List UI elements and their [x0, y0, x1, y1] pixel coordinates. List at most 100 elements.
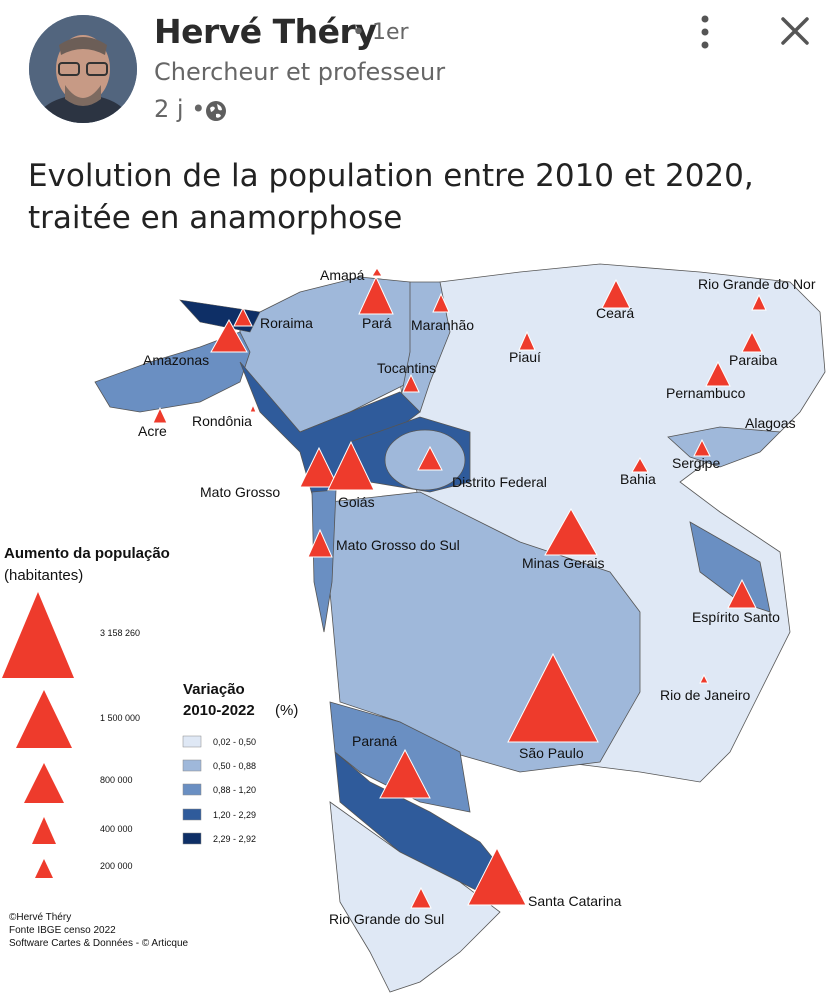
triangle-bahia: [631, 456, 649, 473]
legend-triangle-4: [32, 817, 56, 844]
color-swatch-5: [182, 832, 202, 845]
color-swatch-3: [182, 783, 202, 796]
color-swatch-2: [182, 759, 202, 772]
region-rio-grande-do-sul: [329, 801, 501, 993]
post-time: 2 j •: [154, 95, 206, 123]
label-minas-gerais: Minas Gerais: [522, 555, 604, 571]
label-piaui: Piauí: [509, 349, 541, 365]
triangle-rondonia: [249, 403, 257, 413]
triangle-sao-paulo: [507, 652, 599, 743]
post-text: Evolution de la population entre 2010 et…: [28, 158, 754, 236]
credit-line-1: ©Hervé Théry: [9, 912, 71, 923]
triangle-rgn: [751, 293, 767, 311]
color-legend-label-4: 1,20 - 2,29: [213, 810, 256, 820]
color-swatch-1: [182, 735, 202, 748]
color-legend-label-2: 0,50 - 0,88: [213, 761, 256, 771]
label-bahia: Bahia: [620, 471, 656, 487]
triangle-amapa: [371, 267, 383, 277]
post-header: Hervé Théry • 1er Chercheur et professeu…: [0, 0, 828, 150]
legend-triangle-3: [24, 763, 64, 803]
triangle-rio-de-janeiro: [699, 673, 709, 684]
triangle-piaui: [518, 330, 536, 351]
size-legend-subtitle: (habitantes): [4, 567, 83, 584]
triangle-mato-grosso-do-sul: [307, 528, 333, 558]
label-goias: Goiás: [338, 494, 375, 510]
color-legend-unit: (%): [275, 702, 298, 719]
triangle-espirito-santo: [727, 578, 757, 609]
population-symbols: [152, 267, 767, 909]
color-legend: Variação 2010-2022 (%) 0,02 - 0,50 0,50 …: [182, 681, 298, 845]
label-rio-de-janeiro: Rio de Janeiro: [660, 687, 750, 703]
connection-degree: • 1er: [352, 20, 409, 45]
size-legend-label-4: 400 000: [100, 824, 133, 834]
globe-icon: [206, 101, 226, 121]
triangle-para: [358, 275, 394, 315]
legend-triangle-1: [2, 592, 74, 678]
triangle-mato-grosso: [299, 446, 339, 488]
size-legend-label-3: 800 000: [100, 775, 133, 785]
color-legend-title-1: Variação: [183, 681, 245, 698]
avatar[interactable]: [29, 15, 137, 123]
triangle-goias: [327, 440, 375, 491]
label-ceara: Ceará: [596, 305, 634, 321]
label-santa-catarina: Santa Catarina: [528, 893, 622, 909]
label-rondonia: Rondônia: [192, 413, 252, 429]
triangle-maranhao: [432, 292, 450, 313]
triangle-ceara: [601, 278, 631, 309]
triangle-rio-grande-do-sul: [410, 886, 432, 909]
map-credits: ©Hervé Théry Fonte IBGE censo 2022 Softw…: [9, 912, 189, 949]
author-name[interactable]: Hervé Théry: [154, 12, 377, 51]
triangle-acre: [152, 406, 168, 424]
triangle-distrito-federal: [417, 445, 443, 471]
label-amazonas: Amazonas: [143, 352, 209, 368]
label-amapa: Amapá: [320, 267, 365, 283]
label-parana: Paraná: [352, 733, 397, 749]
label-paraiba: Paraiba: [729, 352, 777, 368]
size-legend-title: Aumento da população: [4, 545, 170, 562]
author-headline: Chercheur et professeur: [154, 58, 446, 86]
label-sergipe: Sergipe: [672, 455, 720, 471]
state-labels: Amapá Roraima Pará Maranhão Ceará Rio Gr…: [138, 267, 816, 927]
label-espirito-santo: Espírito Santo: [692, 609, 780, 625]
label-rgn: Rio Grande do Nor: [698, 276, 816, 292]
region-roraima: [179, 299, 261, 333]
triangle-tocantins: [402, 373, 420, 393]
label-acre: Acre: [138, 423, 167, 439]
label-pernambuco: Pernambuco: [666, 385, 746, 401]
size-legend-label-2: 1 500 000: [100, 713, 140, 723]
triangle-amazonas: [210, 318, 248, 353]
triangle-santa-catarina: [467, 846, 527, 906]
label-rio-grande-do-sul: Rio Grande do Sul: [329, 911, 444, 927]
size-legend: Aumento da população (habitantes) 3 158 …: [2, 545, 170, 878]
close-icon[interactable]: [778, 14, 812, 48]
color-legend-title-2: 2010-2022: [183, 702, 255, 719]
region-sergipe: [667, 426, 781, 468]
triangle-paraiba: [741, 330, 763, 353]
credit-line-3: Software Cartes & Données - © Articque: [9, 938, 189, 949]
label-alagoas: Alagoas: [745, 415, 796, 431]
triangle-sergipe: [693, 438, 711, 457]
color-legend-label-1: 0,02 - 0,50: [213, 737, 256, 747]
triangle-minas-gerais: [544, 507, 598, 556]
label-tocantins: Tocantins: [377, 360, 436, 376]
label-mato-grosso-do-sul: Mato Grosso do Sul: [336, 537, 460, 553]
more-vertical-icon[interactable]: [692, 14, 718, 50]
triangle-parana: [379, 748, 431, 799]
color-legend-label-3: 0,88 - 1,20: [213, 785, 256, 795]
label-mato-grosso: Mato Grosso: [200, 484, 280, 500]
credit-line-2: Fonte IBGE censo 2022: [9, 925, 116, 936]
label-sao-paulo: São Paulo: [519, 745, 584, 761]
legend-triangle-5: [35, 859, 53, 878]
size-legend-label-5: 200 000: [100, 861, 133, 871]
label-para: Pará: [362, 315, 392, 331]
label-maranhao: Maranhão: [411, 317, 474, 333]
color-swatch-4: [182, 808, 202, 821]
label-roraima: Roraima: [260, 315, 313, 331]
triangle-pernambuco: [705, 360, 731, 387]
legend-triangle-2: [16, 690, 72, 748]
triangle-roraima: [233, 306, 253, 327]
cartogram-map[interactable]: Amapá Roraima Pará Maranhão Ceará Rio Gr…: [0, 252, 828, 1003]
size-legend-label-1: 3 158 260: [100, 628, 140, 638]
label-distrito-federal: Distrito Federal: [452, 474, 547, 490]
color-legend-label-5: 2,29 - 2,92: [213, 834, 256, 844]
